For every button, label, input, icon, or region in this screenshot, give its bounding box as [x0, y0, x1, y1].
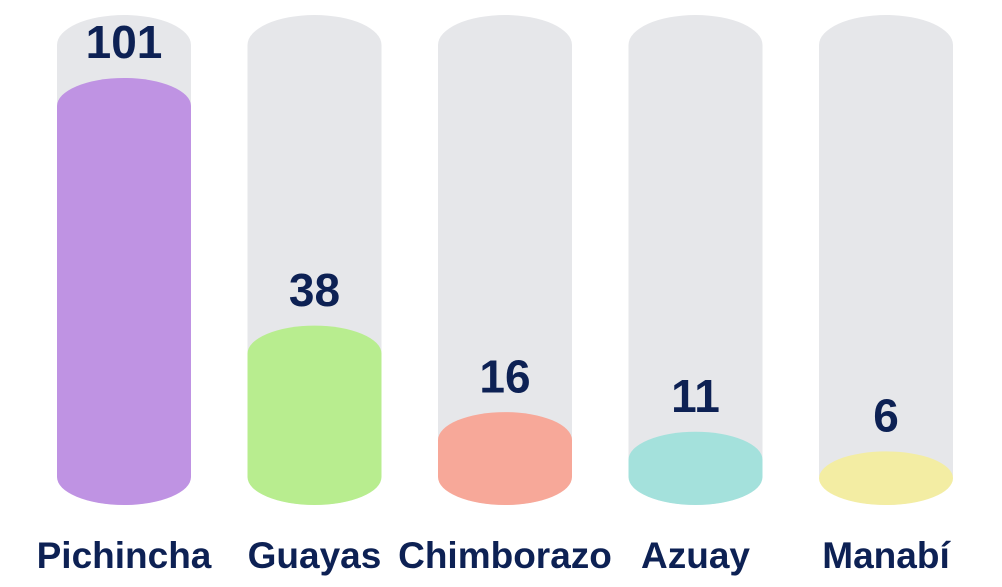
bar: [438, 412, 572, 505]
category-label: Chimborazo: [398, 535, 612, 576]
bar: [819, 451, 953, 505]
category-label: Manabí: [822, 535, 951, 576]
category-label: Pichincha: [37, 535, 212, 576]
bar: [247, 325, 382, 505]
value-label: 6: [873, 390, 899, 442]
value-label: 11: [671, 370, 720, 422]
bar: [57, 78, 191, 505]
bar-track: [438, 15, 572, 505]
bar-track: [819, 15, 953, 505]
value-label: 16: [479, 350, 530, 402]
bar-track: [628, 15, 763, 505]
value-label: 38: [289, 264, 340, 316]
value-label: 101: [86, 16, 163, 68]
category-label: Azuay: [641, 535, 750, 576]
category-label: Guayas: [248, 535, 382, 576]
bar: [628, 431, 763, 505]
